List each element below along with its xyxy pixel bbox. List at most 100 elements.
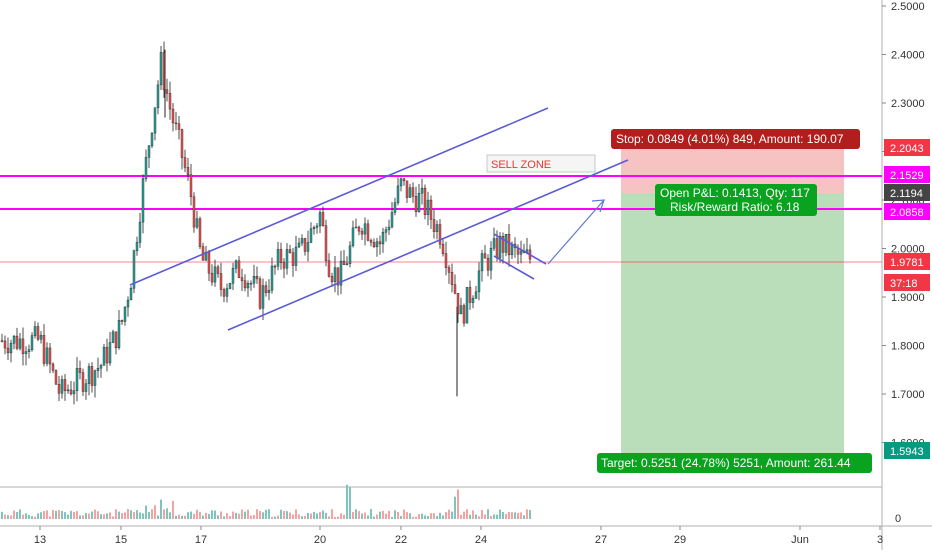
candle-body <box>291 252 295 266</box>
volume-bar <box>1 511 3 519</box>
volume-bar <box>391 516 393 519</box>
price-label-box <box>884 274 930 291</box>
volume-bar <box>451 511 453 519</box>
volume-bar <box>55 510 57 519</box>
candle-body <box>9 343 13 354</box>
volume-bar <box>331 509 333 519</box>
channel-lower-line <box>227 159 629 331</box>
candle-body <box>339 260 343 286</box>
price-label-box <box>884 139 930 156</box>
candle-body <box>501 236 505 253</box>
price-label-text: 1.5943 <box>890 446 924 458</box>
volume-bar <box>181 515 183 519</box>
volume-bar <box>163 509 165 519</box>
volume-bar <box>400 515 402 519</box>
volume-bar <box>526 509 528 519</box>
candle-body <box>348 245 352 264</box>
volume-bar <box>178 514 180 519</box>
volume-bar <box>352 511 354 519</box>
volume-bar <box>319 511 321 519</box>
candle-body <box>417 192 421 212</box>
candle-body <box>477 270 481 293</box>
volume-bar <box>502 511 504 519</box>
volume-bar <box>28 514 30 519</box>
candle-body <box>156 84 160 108</box>
volume-bar <box>262 512 264 519</box>
volume-bar <box>421 513 423 519</box>
candle-body <box>399 178 403 187</box>
y-tick-label: 2.4000 <box>891 50 925 62</box>
price-label-box <box>884 253 930 270</box>
candle-body <box>75 368 79 392</box>
x-tick-label: 3 <box>877 534 883 546</box>
candle-body <box>96 367 100 371</box>
candle-body <box>387 226 391 230</box>
open-pnl-label: Open P&L: 0.1413, Qty: 117 <box>660 186 810 200</box>
volume-bar <box>265 509 267 519</box>
volume-bar <box>523 515 525 519</box>
candle-body <box>123 306 127 322</box>
volume-bar <box>133 511 135 519</box>
candle-body <box>447 267 451 273</box>
candle-body <box>234 260 238 269</box>
candle-body <box>378 241 382 245</box>
candle-body <box>327 260 331 277</box>
projection-arrowhead <box>591 199 605 213</box>
volume-bar <box>190 511 192 519</box>
candle-body <box>168 93 172 110</box>
candle-body <box>171 108 175 124</box>
volume-bar <box>259 511 261 519</box>
x-tick-label: 20 <box>314 534 326 546</box>
volume-bar <box>112 516 114 519</box>
candle-body <box>105 346 109 364</box>
candle-body <box>438 224 442 245</box>
candle-body <box>468 287 472 303</box>
volume-bar <box>247 509 249 519</box>
candle-body <box>219 273 223 290</box>
volume-bar <box>499 509 501 519</box>
candle-body <box>60 379 64 394</box>
volume-bar <box>223 516 225 519</box>
candle-body <box>312 227 316 230</box>
candle-body <box>405 180 409 198</box>
pnl-label-box <box>655 184 817 216</box>
risk-reward-label: Risk/Reward Ratio: 6.18 <box>670 200 800 214</box>
candle-body <box>264 285 268 293</box>
volume-bar <box>94 509 96 519</box>
volume-bar <box>127 509 129 519</box>
candle-body <box>54 370 58 385</box>
candle-body <box>363 223 367 235</box>
candle-body <box>15 335 19 349</box>
volume-bar <box>517 512 519 519</box>
volume-bar <box>346 484 348 519</box>
volume-bar <box>103 514 105 519</box>
candle-body <box>45 347 49 364</box>
volume-bar <box>349 487 351 519</box>
candle-body <box>159 52 163 86</box>
candle-body <box>66 389 70 392</box>
candle-body <box>486 258 490 271</box>
volume-bar <box>82 515 84 519</box>
volume-bar <box>184 515 186 519</box>
channel-upper-line <box>129 107 549 286</box>
x-tick-label: 24 <box>475 534 487 546</box>
candle-body <box>471 298 475 303</box>
candle-body <box>432 219 436 232</box>
x-tick-label: 29 <box>674 534 686 546</box>
price-axis-labels: 2.2043 2.1529 2.1194 2.0858 1.9781 37:18 1.594… <box>884 139 930 459</box>
price-label-box <box>884 166 930 183</box>
volume-bar <box>490 515 492 519</box>
volume-bar <box>361 513 363 519</box>
volume-bar <box>271 516 273 519</box>
volume-bar <box>202 515 204 519</box>
price-label-box <box>884 184 930 201</box>
volume-bar <box>529 510 531 519</box>
candle-body <box>423 187 427 215</box>
volume-bar <box>172 500 174 519</box>
volume-bar <box>115 509 117 519</box>
candle-body <box>381 231 385 245</box>
volume-bar <box>13 510 15 519</box>
volume-bar <box>487 509 489 519</box>
candle-body <box>315 225 319 228</box>
volume-bar <box>46 510 48 519</box>
